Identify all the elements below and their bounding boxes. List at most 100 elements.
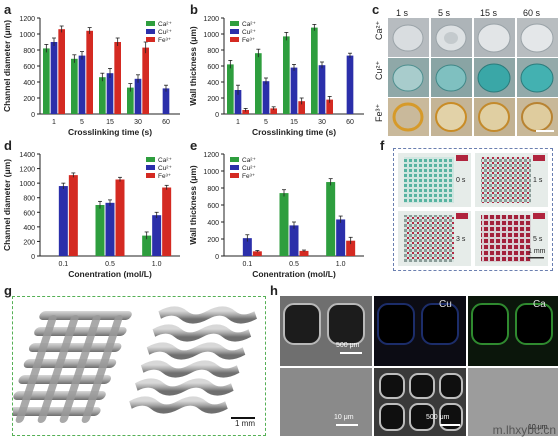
legend-label: Cu²⁺	[158, 165, 172, 172]
bar	[242, 238, 252, 256]
time-label-5s: 5 s	[438, 8, 451, 18]
sem-images	[280, 296, 558, 436]
y-axis-label: Wall thickness (μm)	[188, 165, 198, 245]
scale-bar-label-h1: 500 μm	[336, 342, 360, 349]
x-tick-label: 60	[162, 119, 170, 126]
y-tick-label: 0	[31, 254, 35, 261]
legend-swatch	[230, 165, 239, 170]
y-axis-label: Channel diameter (μm)	[2, 20, 12, 112]
y-tick-label: 1400	[19, 152, 35, 159]
y-tick-label: 1000	[203, 32, 219, 39]
y-tick-label: 800	[207, 48, 219, 55]
y-tick-label: 1200	[19, 167, 35, 174]
panel-letter-b: b	[190, 2, 198, 17]
bar	[43, 48, 50, 114]
y-tick-label: 0	[215, 254, 219, 261]
y-tick-label: 1000	[203, 169, 219, 176]
bar	[252, 251, 262, 256]
y-tick-label: 200	[207, 237, 219, 244]
chart-e: 0 200 400 600 800 1000 1200 0.1 0.5 1.0Conentrati…	[188, 152, 364, 279]
y-tick-label: 0	[31, 112, 35, 119]
bar	[279, 193, 289, 256]
sem-panel-h: Cu Ca 500 μm 10 μm 500 μm 10 μm	[280, 296, 558, 436]
chart-d: 0 200 400 600 800 1000 1200 1400 0.1 0.5 1.0Conent…	[2, 152, 180, 279]
time-label-3s: 3 s	[456, 236, 466, 243]
x-tick-label: 1	[52, 119, 56, 126]
y-axis-label: Channel diameter (μm)	[2, 159, 12, 251]
x-tick-label: 0.5	[105, 261, 115, 268]
bar	[127, 87, 134, 114]
legend-label: Cu²⁺	[242, 165, 256, 172]
bar	[290, 67, 298, 114]
bar	[234, 90, 242, 114]
bar	[115, 179, 125, 256]
time-label-15s: 15 s	[480, 8, 498, 18]
legend-label: Fe³⁺	[242, 173, 256, 180]
bar	[99, 77, 106, 114]
y-tick-label: 800	[23, 48, 35, 55]
eds-label-cu: Cu	[439, 299, 452, 310]
scale-bar-label-h2: 10 μm	[334, 414, 354, 421]
y-tick-label: 600	[207, 64, 219, 71]
legend-label: Fe³⁺	[158, 173, 172, 180]
bar	[68, 175, 78, 256]
bar	[262, 81, 270, 114]
x-tick-label: 1	[236, 119, 240, 126]
photo-grid-c: 1 s 5 s 15 s 60 s Ca²⁺ Cu²⁺ Fe³⁺	[374, 6, 560, 136]
legend-swatch	[230, 29, 239, 34]
bar	[142, 47, 149, 114]
legend-swatch	[146, 157, 155, 162]
scaffold-renderings	[13, 306, 257, 423]
bar	[270, 108, 277, 114]
legend-swatch	[230, 157, 239, 162]
bar	[50, 42, 58, 114]
legend-swatch	[146, 21, 155, 26]
bar	[71, 58, 78, 114]
bar	[162, 187, 172, 256]
x-axis-label: Conentration (mol/L)	[252, 269, 336, 279]
legend-swatch	[230, 173, 239, 178]
y-tick-label: 1000	[19, 181, 35, 188]
row-label-ca: Ca²⁺	[374, 20, 384, 40]
legend-label: Fe³⁺	[158, 37, 172, 44]
bar	[114, 42, 121, 114]
y-tick-label: 1200	[203, 16, 219, 23]
bar	[255, 53, 262, 114]
bar	[283, 36, 290, 114]
x-tick-label: 1.0	[336, 261, 346, 268]
x-tick-label: 30	[134, 119, 142, 126]
printed-grids	[398, 153, 548, 266]
y-tick-label: 200	[207, 96, 219, 103]
bar	[58, 186, 68, 256]
x-tick-label: 15	[106, 119, 114, 126]
bar	[242, 110, 249, 114]
legend-label: Cu²⁺	[158, 29, 172, 36]
bar	[289, 225, 299, 256]
legend-swatch	[230, 37, 239, 42]
scale-bar-label-g: 1 mm	[235, 419, 255, 428]
bar	[152, 215, 162, 256]
x-tick-label: 0.5	[289, 261, 299, 268]
bar	[326, 99, 333, 114]
y-tick-label: 1000	[19, 32, 35, 39]
bar	[86, 30, 93, 114]
x-tick-label: 60	[346, 119, 354, 126]
bar	[336, 219, 346, 256]
bar	[58, 29, 65, 115]
legend-label: Ca²⁺	[158, 157, 172, 164]
y-tick-label: 400	[207, 220, 219, 227]
bar	[326, 182, 336, 256]
panel-letter-a: a	[4, 2, 12, 17]
bar	[142, 235, 152, 256]
legend-label: Ca²⁺	[158, 21, 172, 28]
panel-letter-h: h	[270, 283, 278, 298]
y-tick-label: 400	[23, 225, 35, 232]
bar	[162, 88, 170, 114]
render-panel-g: 1 mm	[12, 296, 266, 436]
time-label-60s: 60 s	[523, 8, 541, 18]
y-tick-label: 600	[207, 203, 219, 210]
legend-label: Fe³⁺	[242, 37, 256, 44]
bar	[78, 55, 86, 114]
